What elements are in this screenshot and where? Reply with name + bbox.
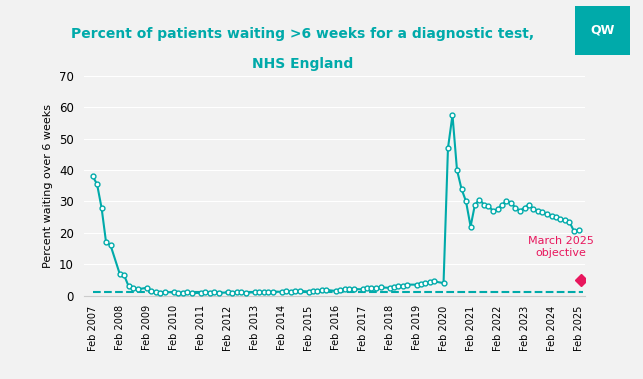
Text: March 2025
objective: March 2025 objective [527, 236, 593, 258]
Y-axis label: Percent waiting over 6 weeks: Percent waiting over 6 weeks [44, 104, 53, 268]
Text: NHS England: NHS England [251, 57, 353, 71]
Text: QW: QW [591, 24, 615, 37]
Text: Percent of patients waiting >6 weeks for a diagnostic test,: Percent of patients waiting >6 weeks for… [71, 27, 534, 41]
